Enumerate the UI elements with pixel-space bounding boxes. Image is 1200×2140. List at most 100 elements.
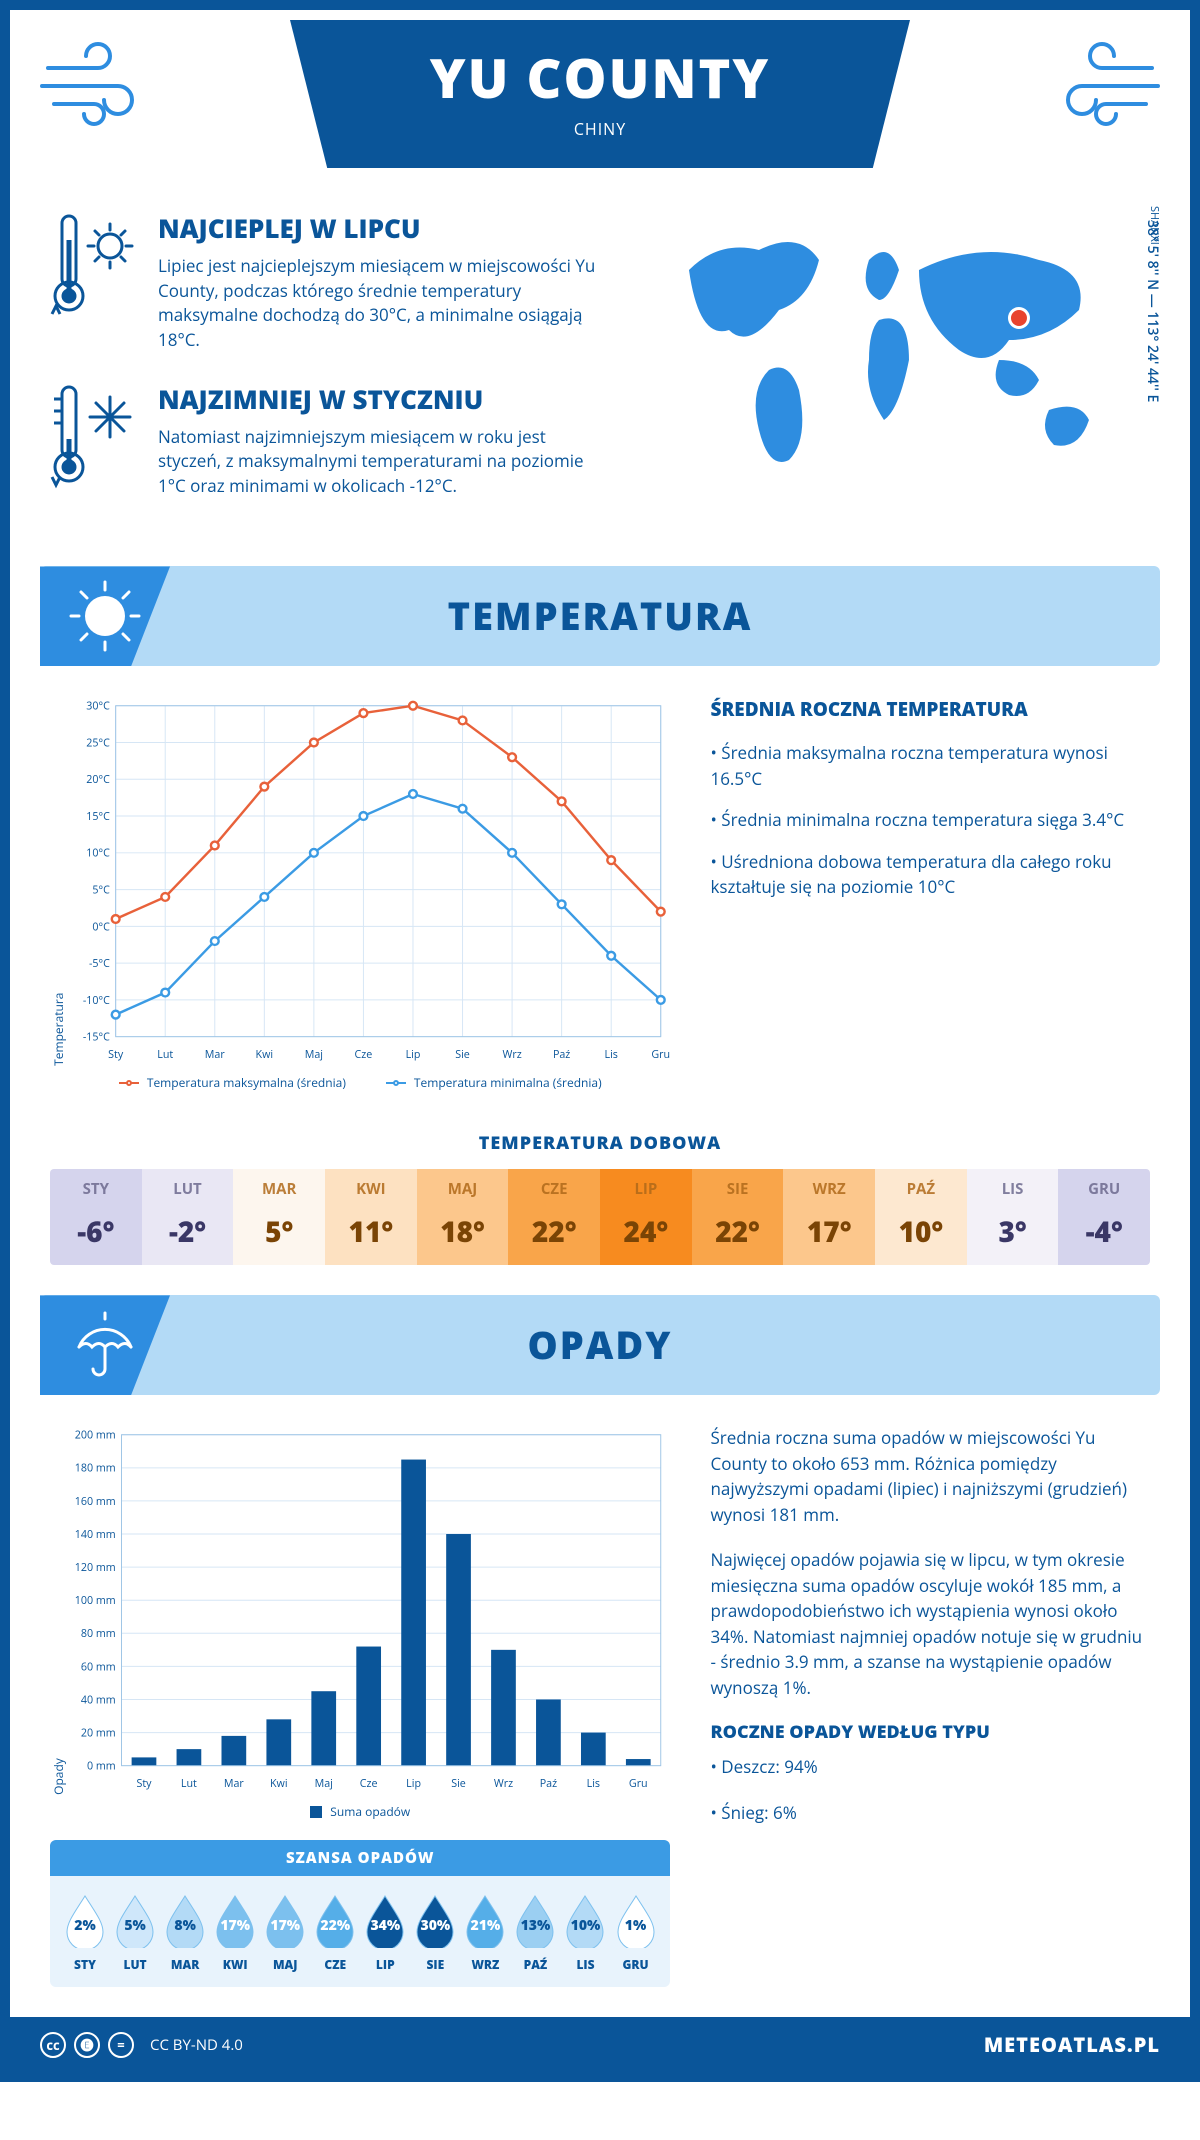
daily-temp-cell: LUT -2° xyxy=(142,1169,234,1265)
hottest-text: Lipiec jest najcieplejszym miesiącem w m… xyxy=(158,254,598,353)
svg-text:10°C: 10°C xyxy=(86,847,110,861)
chart-legend: Suma opadów xyxy=(50,1803,670,1820)
title-banner: YU COUNTY CHINY xyxy=(290,20,910,168)
daily-temp-cell: WRZ 17° xyxy=(783,1169,875,1265)
precip-summary-2: Najwięcej opadów pojawia się w lipcu, w … xyxy=(710,1547,1150,1700)
svg-text:Sie: Sie xyxy=(455,1049,470,1063)
license-block: cc 🅔 = CC BY-ND 4.0 xyxy=(40,2032,243,2058)
svg-text:40 mm: 40 mm xyxy=(81,1694,116,1708)
precip-type-title: ROCZNE OPADY WEDŁUG TYPU xyxy=(710,1720,1150,1744)
raindrop-icon: 34% xyxy=(363,1894,407,1948)
precip-type-bullet: • Deszcz: 94% xyxy=(710,1754,1150,1780)
daily-temp-cell: CZE 22° xyxy=(508,1169,600,1265)
chance-month: LUT xyxy=(110,1956,160,1973)
svg-text:Lis: Lis xyxy=(587,1777,600,1791)
hottest-title: NAJCIEPLEJ W LIPCU xyxy=(158,210,598,246)
location-subtitle: CHINY xyxy=(300,118,900,140)
raindrop-icon: 17% xyxy=(263,1894,307,1948)
coldest-title: NAJZIMNIEJ W STYCZNIU xyxy=(158,381,598,417)
svg-text:0°C: 0°C xyxy=(92,921,110,935)
daily-temp-cell: GRU -4° xyxy=(1058,1169,1150,1265)
precip-summary-1: Średnia roczna suma opadów w miejscowośc… xyxy=(710,1425,1150,1527)
legend-label: Temperatura maksymalna (średnia) xyxy=(147,1074,346,1091)
chance-month: GRU xyxy=(611,1956,661,1973)
daily-temp-cell: LIS 3° xyxy=(967,1169,1059,1265)
chance-month: MAJ xyxy=(260,1956,310,1973)
svg-text:Maj: Maj xyxy=(305,1049,323,1063)
precip-chance-box: SZANSA OPADÓW 2% STY 5% LUT xyxy=(50,1840,670,1987)
brand-label: METEOATLAS.PL xyxy=(984,2031,1160,2058)
chance-month: CZE xyxy=(310,1956,360,1973)
raindrop-icon: 22% xyxy=(313,1894,357,1948)
svg-text:100 mm: 100 mm xyxy=(75,1594,116,1608)
chance-cell: 21% WRZ xyxy=(460,1894,510,1973)
legend-label: Suma opadów xyxy=(330,1803,410,1820)
svg-text:Lut: Lut xyxy=(157,1049,173,1063)
precip-type-bullet: • Śnieg: 6% xyxy=(710,1800,1150,1826)
hottest-block: NAJCIEPLEJ W LIPCU Lipiec jest najcieple… xyxy=(50,210,598,353)
legend-item: Temperatura minimalna (średnia) xyxy=(386,1074,602,1091)
temperature-banner: TEMPERATURA xyxy=(40,566,1160,666)
svg-text:20°C: 20°C xyxy=(86,774,110,788)
location-title: YU COUNTY xyxy=(300,40,900,114)
svg-text:Cze: Cze xyxy=(360,1777,378,1791)
svg-text:-15°C: -15°C xyxy=(83,1031,110,1045)
svg-text:60 mm: 60 mm xyxy=(81,1661,116,1675)
sun-icon xyxy=(40,566,170,666)
chance-month: MAR xyxy=(160,1956,210,1973)
svg-text:Paź: Paź xyxy=(540,1777,557,1791)
legend-item: Temperatura maksymalna (średnia) xyxy=(119,1074,346,1091)
daily-temp-table: STY -6° LUT -2° MAR 5° KWI 11° MAJ 18° C… xyxy=(50,1169,1150,1265)
svg-text:Wrz: Wrz xyxy=(502,1049,521,1063)
svg-text:200 mm: 200 mm xyxy=(75,1429,116,1443)
svg-text:30°C: 30°C xyxy=(86,700,110,714)
svg-text:25°C: 25°C xyxy=(86,737,110,751)
chance-month: STY xyxy=(60,1956,110,1973)
chance-month: PAŹ xyxy=(510,1956,560,1973)
thermometer-snow-icon xyxy=(50,381,140,499)
y-axis-label: Opady xyxy=(50,1425,67,1795)
avg-temp-title: ŚREDNIA ROCZNA TEMPERATURA xyxy=(710,696,1150,722)
svg-text:Mar: Mar xyxy=(205,1049,226,1063)
chance-cell: 17% KWI xyxy=(210,1894,260,1973)
daily-temp-title: TEMPERATURA DOBOWA xyxy=(10,1131,1190,1155)
chance-month: SIE xyxy=(410,1956,460,1973)
svg-text:5°C: 5°C xyxy=(92,884,110,898)
chance-cell: 2% STY xyxy=(60,1894,110,1973)
svg-text:-10°C: -10°C xyxy=(83,994,110,1008)
footer: cc 🅔 = CC BY-ND 4.0 METEOATLAS.PL xyxy=(10,2017,1190,2072)
chance-cell: 13% PAŹ xyxy=(510,1894,560,1973)
precip-banner: OPADY xyxy=(40,1295,1160,1395)
infographic-container: YU COUNTY CHINY xyxy=(0,0,1200,2082)
chance-month: KWI xyxy=(210,1956,260,1973)
temperature-title: TEMPERATURA xyxy=(448,590,753,642)
svg-text:Wrz: Wrz xyxy=(494,1777,513,1791)
daily-temp-cell: STY -6° xyxy=(50,1169,142,1265)
nd-icon: = xyxy=(108,2032,134,2058)
intro-section: NAJCIEPLEJ W LIPCU Lipiec jest najcieple… xyxy=(10,190,1190,556)
svg-text:Kwi: Kwi xyxy=(256,1049,274,1063)
chance-cell: 30% SIE xyxy=(410,1894,460,1973)
wind-icon xyxy=(40,38,160,128)
svg-text:15°C: 15°C xyxy=(86,810,110,824)
svg-text:Kwi: Kwi xyxy=(270,1777,288,1791)
raindrop-icon: 5% xyxy=(113,1894,157,1948)
svg-text:Cze: Cze xyxy=(355,1049,373,1063)
by-icon: 🅔 xyxy=(74,2032,100,2058)
svg-text:-5°C: -5°C xyxy=(89,958,110,972)
svg-text:Lip: Lip xyxy=(406,1777,421,1791)
svg-text:Lis: Lis xyxy=(605,1049,618,1063)
svg-text:120 mm: 120 mm xyxy=(75,1561,116,1575)
chance-cell: 22% CZE xyxy=(310,1894,360,1973)
raindrop-icon: 13% xyxy=(513,1894,557,1948)
precip-chart: Opady 0 mm20 mm40 mm60 mm80 mm100 mm120 … xyxy=(50,1425,670,1987)
chance-cell: 34% LIP xyxy=(360,1894,410,1973)
svg-text:Sty: Sty xyxy=(108,1049,124,1063)
wind-icon xyxy=(1040,38,1160,128)
map-block: SHANXI 38° 5' 8'' N — 113° 24' 44'' E xyxy=(628,210,1150,526)
raindrop-icon: 10% xyxy=(563,1894,607,1948)
thermometer-sun-icon xyxy=(50,210,140,353)
svg-text:Mar: Mar xyxy=(224,1777,245,1791)
chance-month: WRZ xyxy=(460,1956,510,1973)
temperature-chart: Temperatura -15°C-10°C-5°C0°C5°C10°C15°C… xyxy=(50,696,670,1091)
